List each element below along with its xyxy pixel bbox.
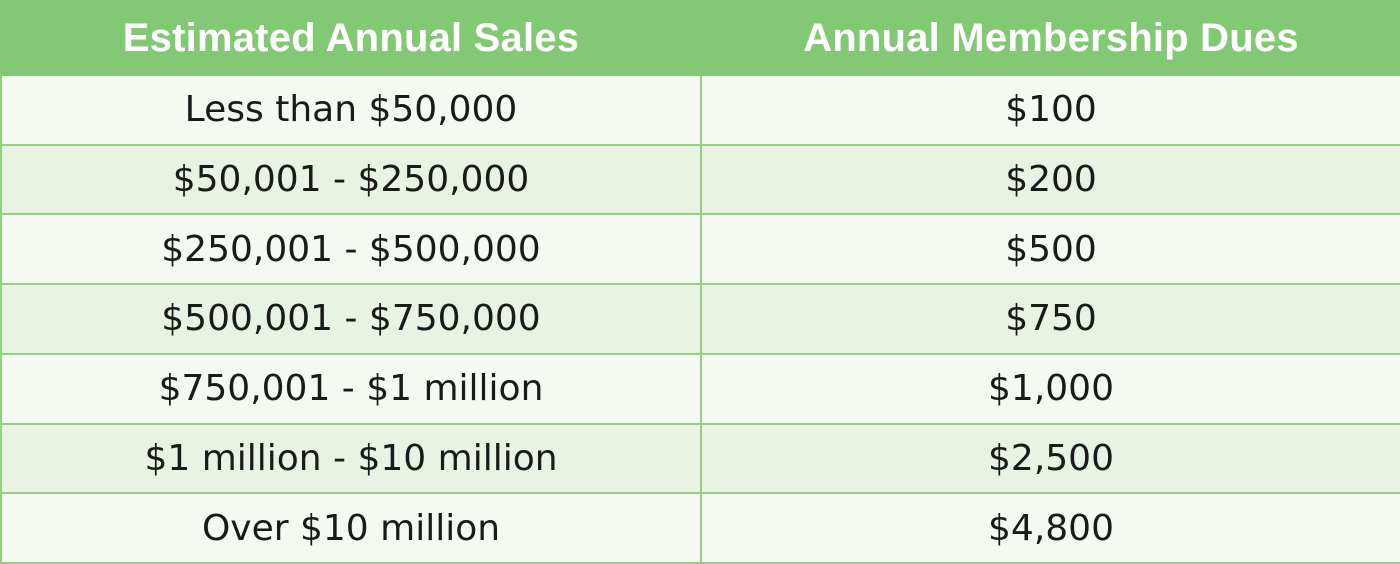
sales-cell: $500,001 - $750,000 [0, 283, 702, 355]
header-annual-membership-dues: Annual Membership Dues [700, 0, 1400, 76]
dues-cell: $2,500 [700, 422, 1400, 495]
sales-cell: $250,001 - $500,000 [0, 213, 702, 286]
table-body: Less than $50,000 $100 $50,001 - $250,00… [0, 74, 1400, 564]
dues-cell: $750 [700, 283, 1400, 355]
dues-cell: $1,000 [700, 352, 1400, 425]
dues-cell: $200 [700, 143, 1400, 216]
table-row: $1 million - $10 million $2,500 [0, 422, 1400, 495]
sales-cell: Over $10 million [0, 492, 702, 564]
table-row: Over $10 million $4,800 [0, 492, 1400, 564]
table-row: $750,001 - $1 million $1,000 [0, 352, 1400, 425]
sales-cell: $1 million - $10 million [0, 422, 702, 495]
sales-cell: Less than $50,000 [0, 74, 702, 146]
table-row: $50,001 - $250,000 $200 [0, 143, 1400, 216]
table-row: Less than $50,000 $100 [0, 74, 1400, 146]
dues-cell: $500 [700, 213, 1400, 286]
header-row: Estimated Annual Sales Annual Membership… [0, 0, 1400, 76]
table-row: $250,001 - $500,000 $500 [0, 213, 1400, 286]
sales-cell: $750,001 - $1 million [0, 352, 702, 425]
dues-cell: $100 [700, 74, 1400, 146]
table-header: Estimated Annual Sales Annual Membership… [0, 0, 1400, 76]
sales-cell: $50,001 - $250,000 [0, 143, 702, 216]
header-estimated-annual-sales: Estimated Annual Sales [0, 0, 702, 76]
table-row: $500,001 - $750,000 $750 [0, 283, 1400, 355]
dues-cell: $4,800 [700, 492, 1400, 564]
